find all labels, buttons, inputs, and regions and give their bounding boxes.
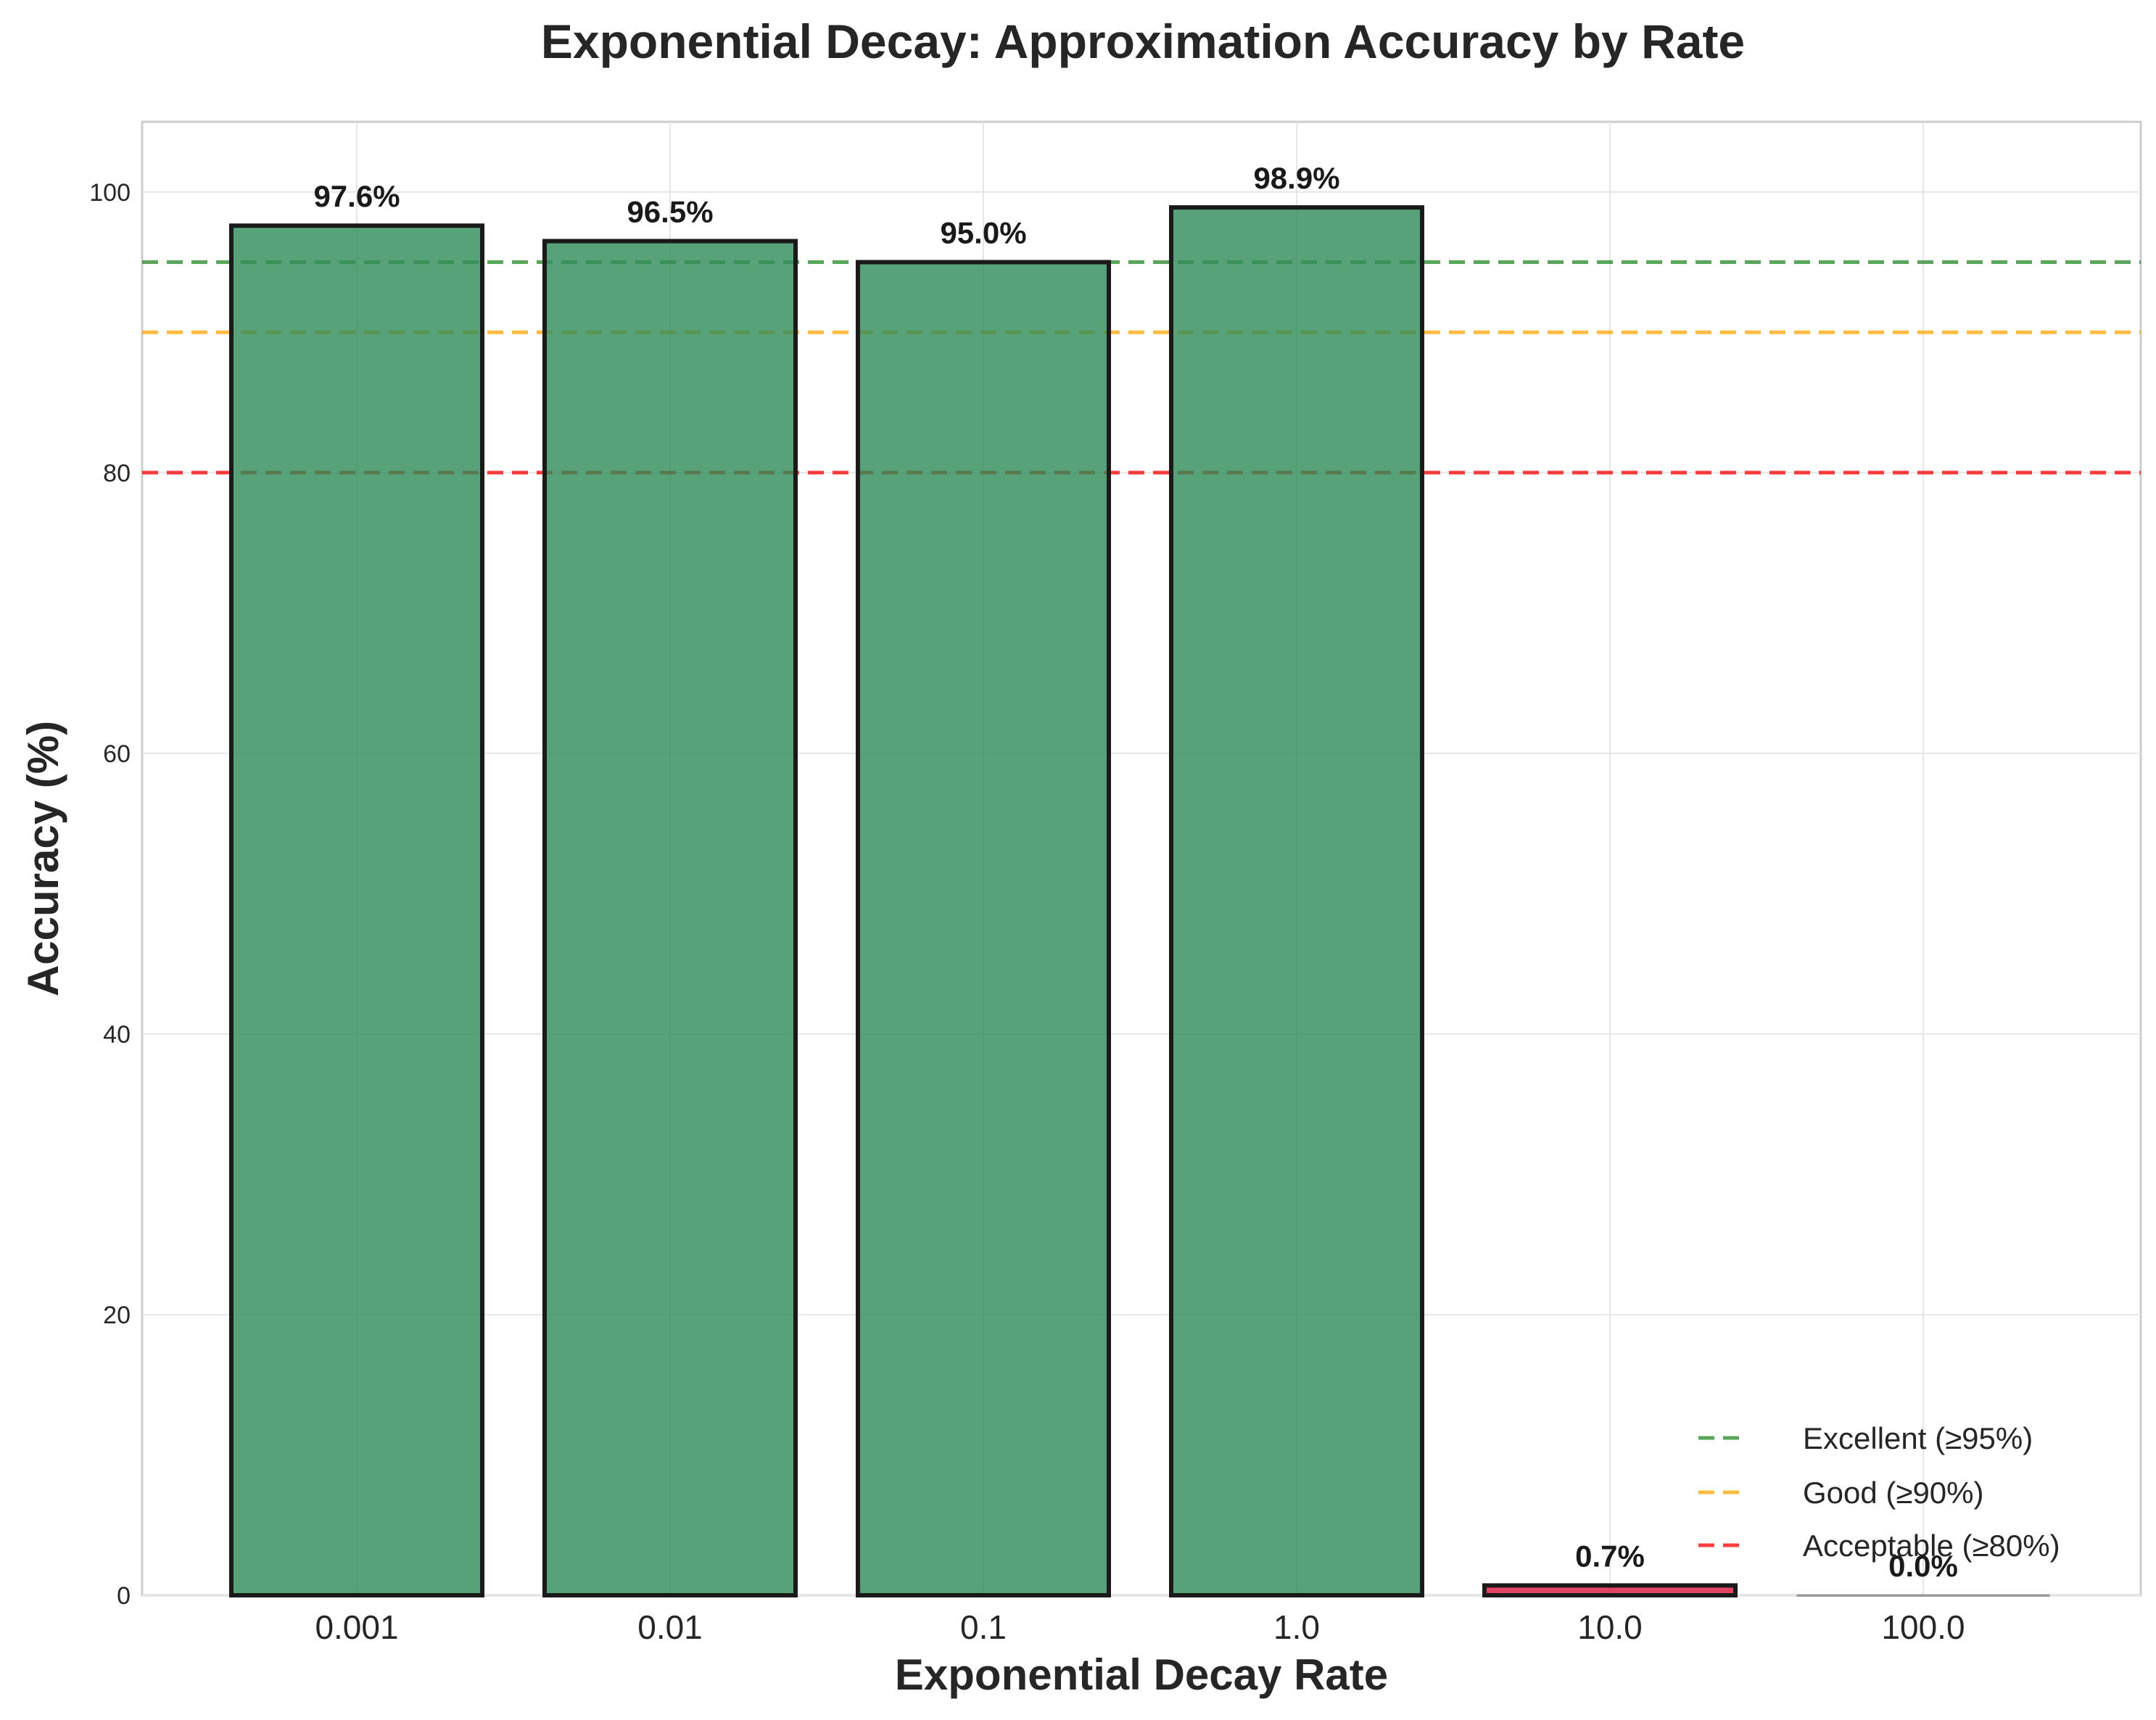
bars <box>229 205 2050 1598</box>
data-label: 95.0% <box>940 216 1026 250</box>
data-label: 98.9% <box>1253 161 1339 195</box>
bar <box>542 239 798 1597</box>
x-tick-label: 0.001 <box>315 1608 398 1646</box>
y-tick-label: 40 <box>103 1021 131 1049</box>
x-tick-label: 0.1 <box>960 1608 1007 1646</box>
bar <box>1796 1594 2050 1597</box>
x-tick-label: 1.0 <box>1273 1608 1320 1646</box>
legend-entry: Acceptable (≥80%) <box>1803 1529 2060 1563</box>
bar <box>1482 1583 1738 1598</box>
bar <box>856 260 1111 1597</box>
data-labels: 97.6% 96.5% 95.0% 98.9% 0.7% 0.0% <box>313 161 1957 1583</box>
data-label: 0.7% <box>1575 1539 1645 1573</box>
data-label: 97.6% <box>313 179 400 213</box>
legend-entry: Excellent (≥95%) <box>1803 1421 2033 1455</box>
x-tick-label: 10.0 <box>1577 1608 1643 1646</box>
data-label: 0.0% <box>1888 1549 1958 1583</box>
y-tick-label: 60 <box>103 740 131 768</box>
x-tick-label: 0.01 <box>637 1608 703 1646</box>
y-tick-label: 80 <box>103 460 131 487</box>
legend: Excellent (≥95%) Good (≥90%) Acceptable (≥… <box>1698 1421 2060 1563</box>
chart-title: Exponential Decay: Approximation Accurac… <box>541 15 1745 68</box>
y-axis-ticks: 0 20 40 60 80 100 <box>89 179 131 1610</box>
y-tick-label: 100 <box>89 179 131 207</box>
x-tick-label: 100.0 <box>1881 1608 1965 1646</box>
y-axis-label: Accuracy (%) <box>19 721 67 996</box>
legend-entry: Good (≥90%) <box>1803 1476 1984 1510</box>
data-label: 96.5% <box>627 194 713 228</box>
y-tick-label: 20 <box>103 1302 131 1329</box>
bar <box>1169 205 1424 1597</box>
bar <box>229 223 484 1597</box>
x-axis-label: Exponential Decay Rate <box>895 1650 1388 1699</box>
x-axis-ticks: 0.001 0.01 0.1 1.0 10.0 100.0 <box>315 1608 1965 1646</box>
y-tick-label: 0 <box>117 1582 131 1610</box>
